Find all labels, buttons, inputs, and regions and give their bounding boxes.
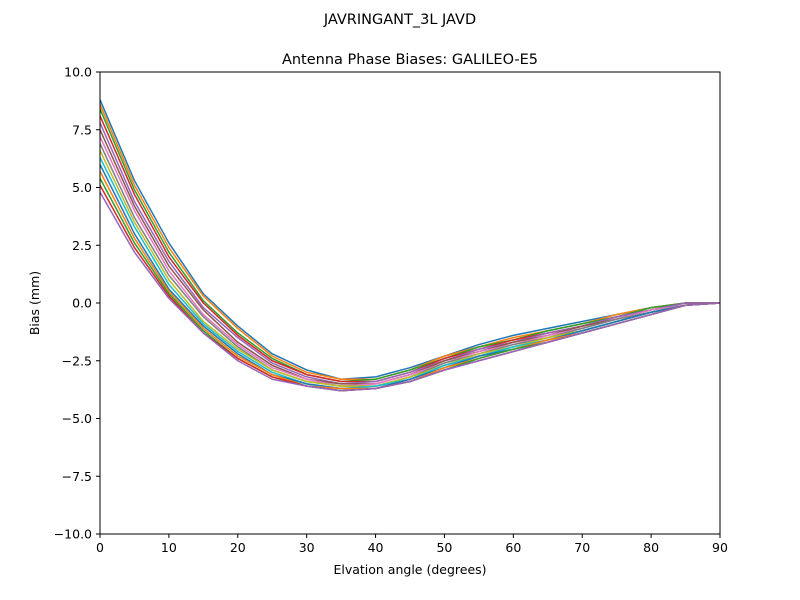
y-tick-label: 2.5: [72, 238, 92, 253]
series-layer: [100, 99, 720, 392]
y-tick-label: 10.0: [64, 65, 92, 80]
chart-title: Antenna Phase Biases: GALILEO-E5: [282, 52, 538, 68]
x-tick-label: 20: [230, 540, 246, 555]
y-tick-label: 5.0: [72, 180, 92, 195]
y-tick-label: −10.0: [54, 527, 92, 542]
x-axis: 0 10 20 30 40 50 60 70 80 90: [96, 534, 728, 555]
x-tick-label: 10: [161, 540, 177, 555]
x-tick-label: 30: [299, 540, 315, 555]
y-axis: −10.0 −7.5 −5.0 −2.5 0.0 2.5 5.0 7.5 10.0: [54, 65, 100, 542]
x-axis-label: Elvation angle (degrees): [333, 562, 486, 577]
series-line-5: [100, 122, 720, 385]
x-tick-label: 40: [368, 540, 384, 555]
y-axis-label: Bias (mm): [27, 271, 42, 335]
x-tick-label: 90: [712, 540, 728, 555]
x-tick-label: 50: [436, 540, 452, 555]
x-tick-label: 70: [574, 540, 590, 555]
series-line-11: [100, 164, 720, 390]
figure-suptitle: JAVRINGANT_3L JAVD: [323, 12, 476, 28]
y-tick-label: −2.5: [62, 353, 92, 368]
y-tick-label: −7.5: [62, 469, 92, 484]
y-tick-label: 0.0: [72, 296, 92, 311]
y-tick-label: 7.5: [72, 122, 92, 137]
x-tick-label: 80: [643, 540, 659, 555]
x-tick-label: 60: [505, 540, 521, 555]
series-line-15: [100, 191, 720, 392]
x-tick-label: 0: [96, 540, 104, 555]
y-tick-label: −5.0: [62, 411, 92, 426]
